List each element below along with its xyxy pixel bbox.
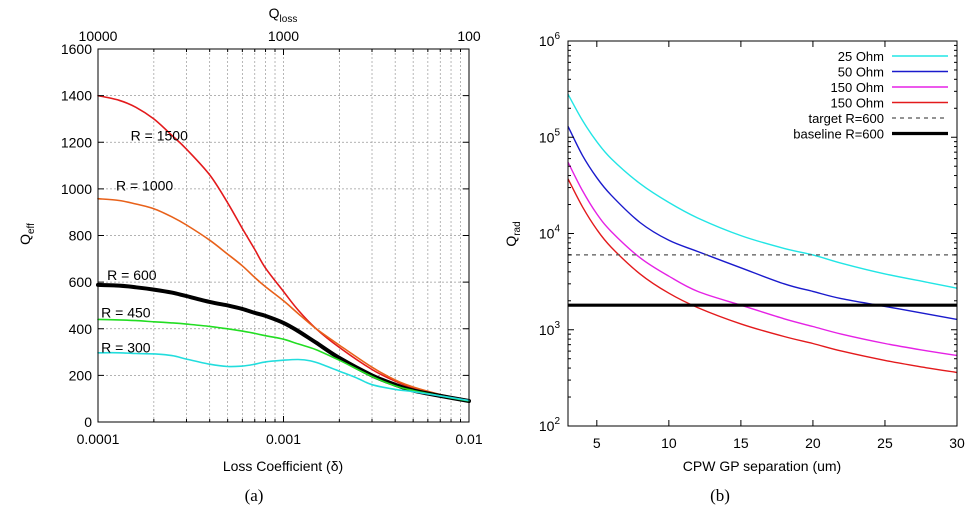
chart-a-series-line [97, 351, 470, 402]
chart-b-y-axis-label: Qrad [503, 221, 523, 246]
chart-a-x-tick-label: 0.001 [266, 431, 301, 447]
chart-b-series-line [567, 161, 958, 357]
chart-b-x-tick-label: 30 [949, 435, 965, 451]
chart-b-y-tick-label: 102 [539, 416, 561, 434]
chart-a-y-tick-label: 600 [69, 274, 93, 290]
chart-a-x-axis-label: Loss Coefficient (δ) [223, 458, 343, 474]
chart-a-y-tick-label: 1400 [61, 88, 92, 104]
chart-a-x2-tick-label: 100 [457, 28, 481, 44]
chart-b-legend-label: 25 Ohm [838, 49, 884, 64]
chart-b-y-tick-label: 104 [539, 224, 561, 242]
chart-a-series-group [96, 94, 471, 403]
chart-a-series-label: R = 450 [101, 304, 151, 320]
chart-a-series-line [97, 94, 470, 402]
chart-b-legend-label: 50 Ohm [838, 65, 884, 80]
chart-b-series-line [567, 178, 958, 374]
chart-a-x2-tick-label: 10000 [79, 28, 118, 44]
chart-b-y-tick-label: 103 [539, 320, 561, 338]
chart-a-series-label: R = 600 [107, 267, 157, 283]
chart-b-x-tick-label: 10 [661, 435, 677, 451]
chart-a-y-tick-label: 1200 [61, 134, 92, 150]
chart-b-series-line [567, 93, 958, 289]
chart-b-y-tick-label: 105 [539, 127, 561, 145]
chart-a-y-axis-label: Qeff [17, 223, 37, 245]
chart-b-caption: (b) [710, 486, 730, 505]
chart-a-x-tick-label: 0.0001 [77, 431, 120, 447]
chart-a-annotations: R = 1500 R = 1000 R = 600 R = 450 R = 300 [101, 127, 188, 355]
chart-b-series-group [567, 93, 958, 374]
chart-b-y-tick-label: 106 [539, 31, 561, 49]
chart-b-legend-label: baseline R=600 [793, 127, 884, 142]
chart-a-y-tick-label: 1000 [61, 181, 92, 197]
chart-a-series-line [97, 318, 470, 402]
chart-a-y-tick-label: 800 [69, 228, 93, 244]
chart-b-plot-frame [567, 40, 958, 427]
chart-b-x-tick-label: 15 [733, 435, 749, 451]
chart-a-y-tick-label: 0 [84, 414, 92, 430]
chart-a-series-line [96, 282, 471, 403]
chart-b-ticks: 5 10 15 20 25 30 102 103 104 105 106 [539, 31, 965, 451]
chart-a-caption: (a) [245, 486, 264, 505]
chart-a-series-label: R = 300 [101, 339, 151, 355]
chart-a-y-tick-label: 200 [69, 367, 93, 383]
chart-a-ticks: 0 200 400 600 800 1000 1200 1400 1600 0.0001 0.001… [61, 28, 483, 447]
chart-a-x2-tick-label: 1000 [268, 28, 299, 44]
chart-b-legend-label: target R=600 [808, 111, 884, 126]
chart-a: 0 200 400 600 800 1000 1200 1400 1600 0.0001 0.001… [17, 5, 483, 505]
chart-b-x-tick-label: 5 [593, 435, 601, 451]
chart-b-x-tick-label: 25 [877, 435, 893, 451]
chart-a-top-axis-label: Qloss [269, 5, 298, 25]
chart-a-series-line [97, 197, 470, 402]
chart-a-y-tick-label: 1600 [61, 41, 92, 57]
chart-b-x-tick-label: 20 [805, 435, 821, 451]
chart-a-y-tick-label: 400 [69, 321, 93, 337]
chart-a-series-label: R = 1500 [131, 127, 188, 143]
chart-b-legend-label: 150 Ohm [831, 96, 884, 111]
chart-b-x-axis-label: CPW GP separation (um) [683, 458, 841, 474]
chart-a-series-label: R = 1000 [116, 177, 173, 193]
chart-a-x-tick-label: 0.01 [455, 431, 482, 447]
chart-b-series-line [567, 125, 958, 321]
chart-a-grid [98, 49, 469, 422]
chart-b-legend-label: 150 Ohm [831, 80, 884, 95]
